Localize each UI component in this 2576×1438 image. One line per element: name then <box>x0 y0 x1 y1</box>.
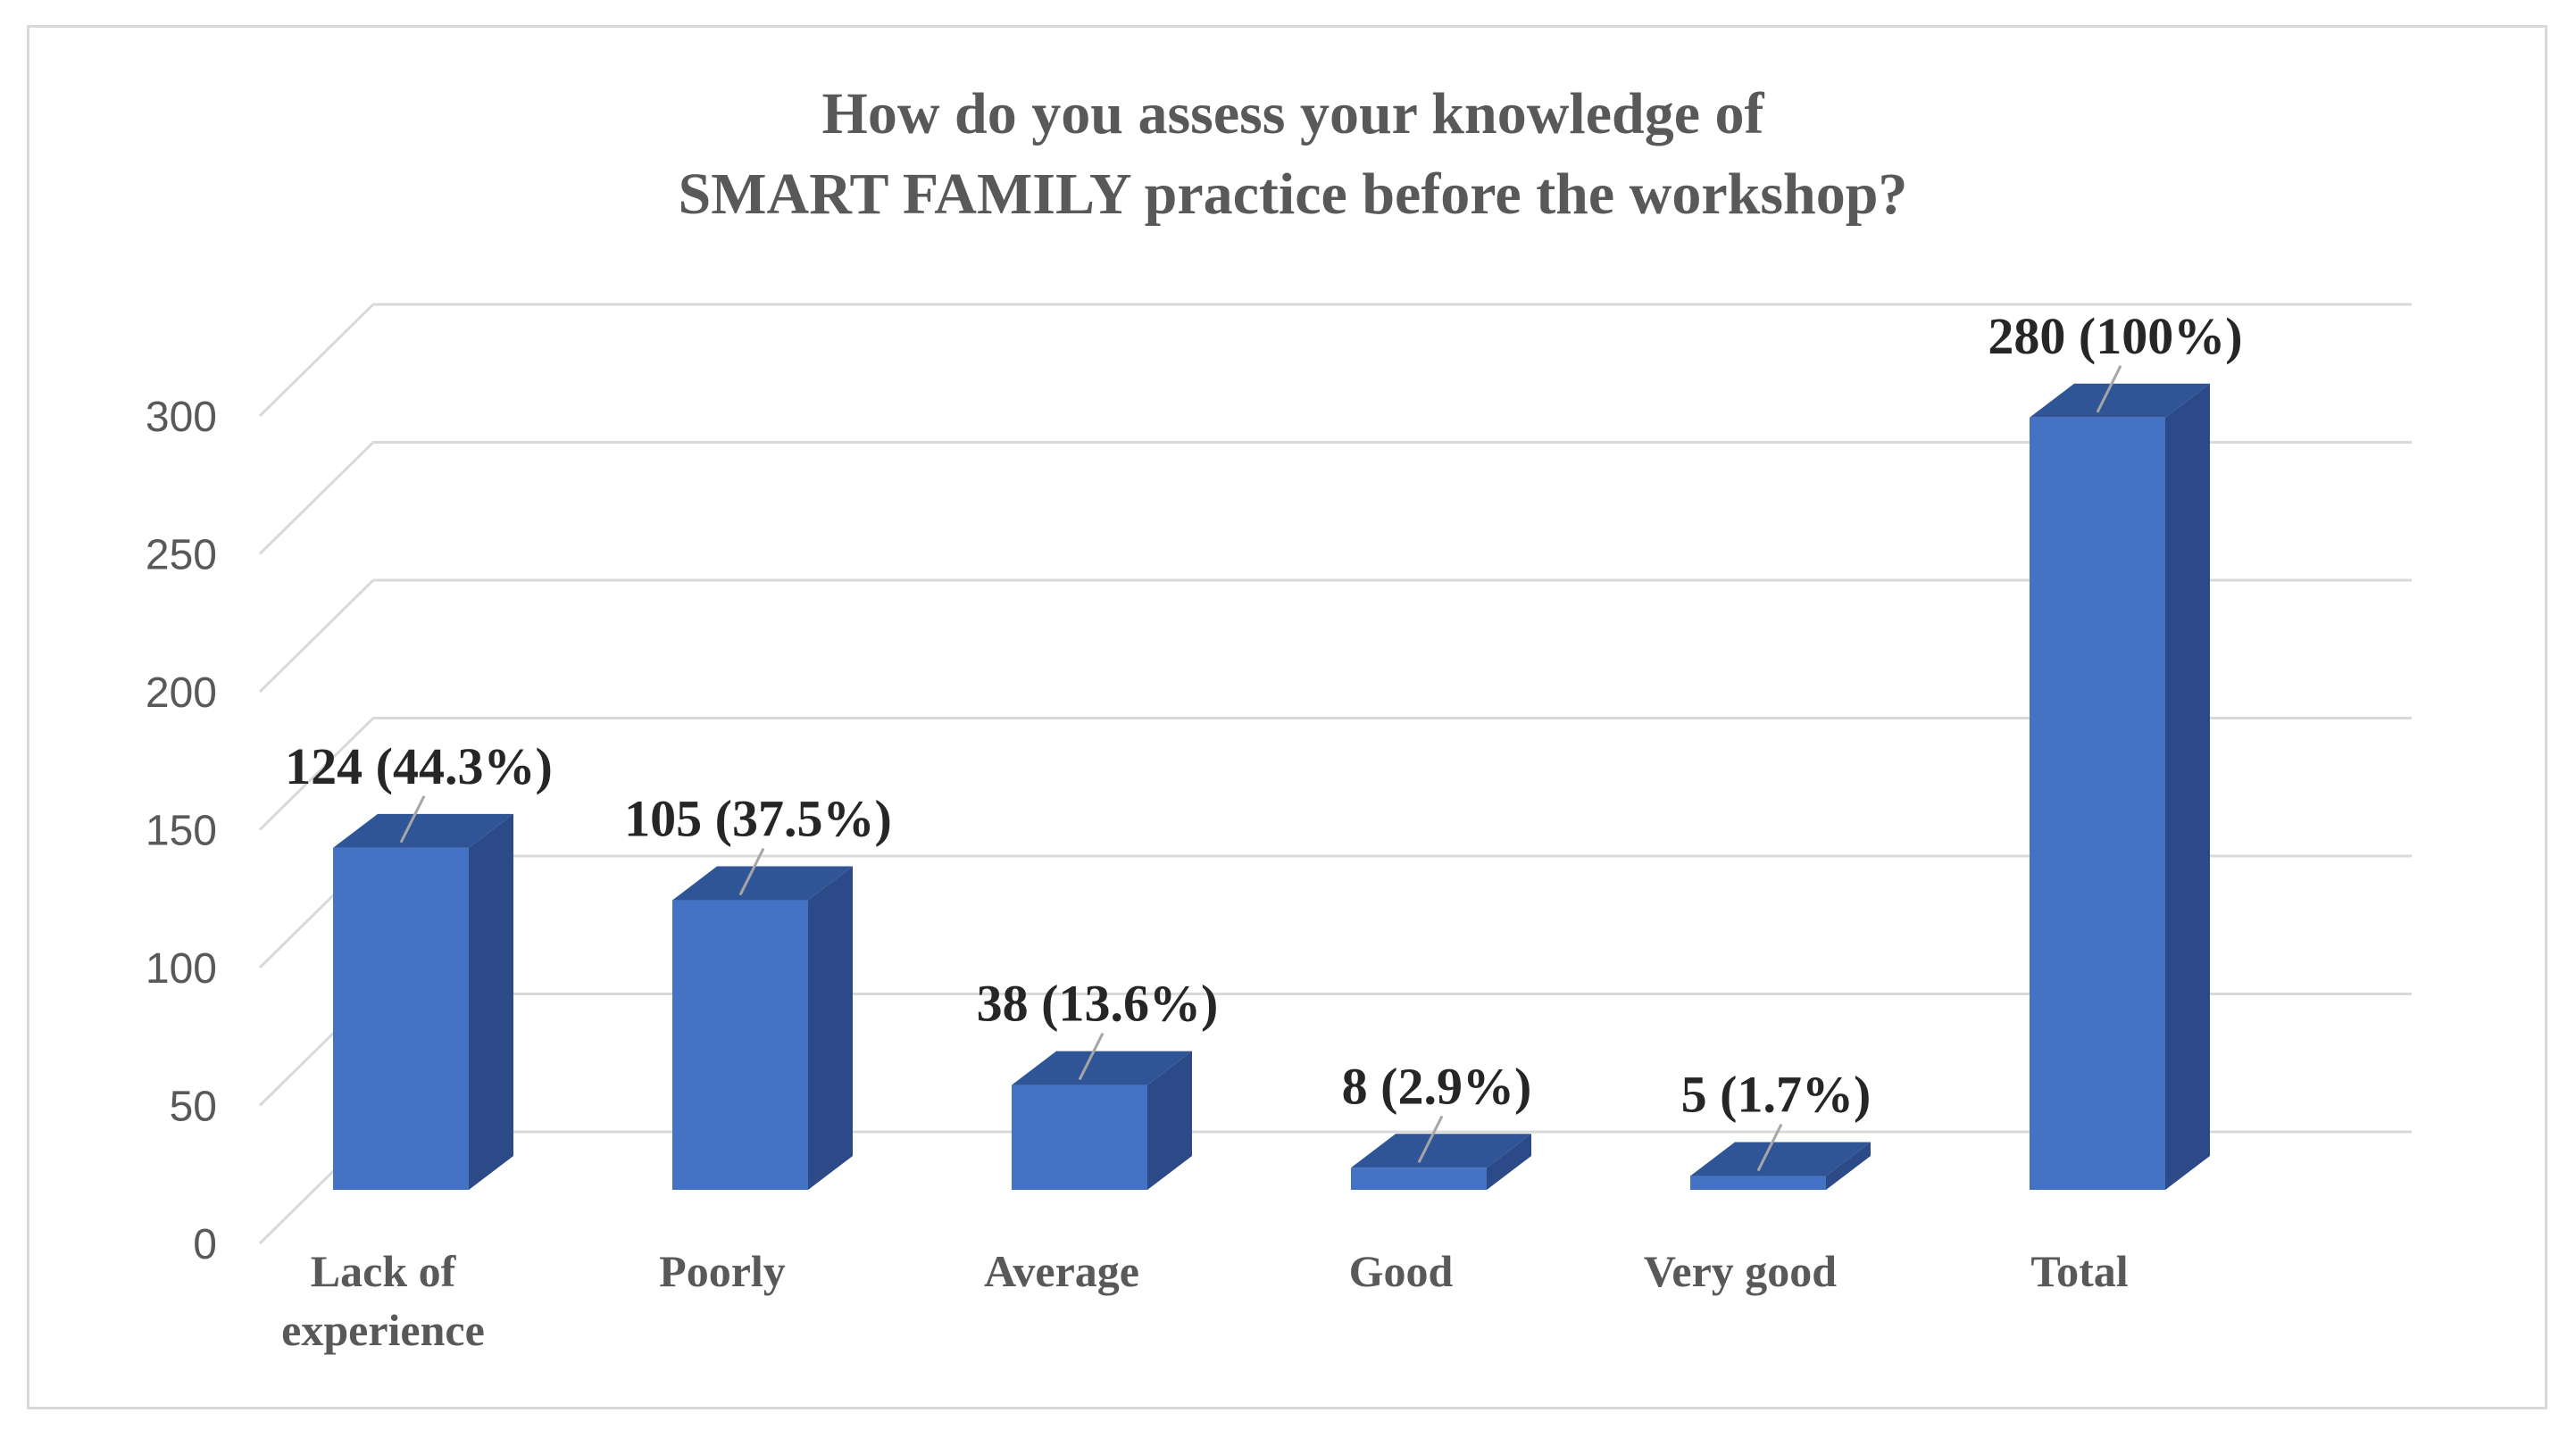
bar <box>1012 1051 1192 1190</box>
data-label: 38 (13.6%) <box>977 975 1219 1033</box>
gridline-depth <box>258 303 375 418</box>
category-label: Average <box>984 1246 1139 1296</box>
data-labels: 124 (44.3%) 105 (37.5%) 38 (13.6%) 8 (2.9%)… <box>285 307 2243 1172</box>
category-label: Good <box>1349 1246 1454 1296</box>
bar <box>333 813 513 1190</box>
label-leader <box>1756 1123 1783 1172</box>
bar-front <box>333 847 469 1190</box>
data-label: 124 (44.3%) <box>285 737 553 795</box>
data-label: 8 (2.9%) <box>1342 1057 1532 1115</box>
bar-side <box>1487 1134 1531 1190</box>
bar-chart: How do you assess your knowledge of SMAR… <box>146 81 2412 1355</box>
bar-top <box>672 866 853 901</box>
bar-top <box>1690 1142 1871 1176</box>
gridline-depth <box>258 441 375 555</box>
bar-top <box>2030 383 2210 418</box>
x-axis-categories: Lack of experience Poorly Average Good Very g… <box>281 1246 2129 1355</box>
bar-top <box>1351 1134 1531 1168</box>
label-leader <box>1078 1032 1105 1081</box>
chart-title-line-2: SMART FAMILY practice before the worksho… <box>679 162 1908 227</box>
bar-side <box>1147 1051 1192 1190</box>
bar-front <box>1012 1085 1147 1190</box>
bar-side <box>808 866 853 1190</box>
chart-title: How do you assess your knowledge of SMAR… <box>679 81 1908 227</box>
category-label: Total <box>2030 1246 2128 1296</box>
category-label: Very good <box>1644 1246 1837 1296</box>
y-tick-label: 50 <box>170 1084 217 1131</box>
bar-front <box>2030 417 2165 1190</box>
gridline-depth <box>258 578 375 694</box>
bar-front <box>1690 1176 1826 1190</box>
label-leader <box>738 847 765 896</box>
y-axis-ticks: 0 50 100 150 200 250 300 <box>146 394 217 1268</box>
chart-frame: How do you assess your knowledge of SMAR… <box>27 25 2547 1409</box>
bar-side <box>1826 1142 1871 1190</box>
bar-top <box>333 813 513 848</box>
bar <box>2030 383 2210 1190</box>
y-tick-label: 150 <box>146 808 217 855</box>
chart-title-line-1: How do you assess your knowledge of <box>822 81 1765 146</box>
bar-side <box>2165 383 2210 1190</box>
bar-front <box>1351 1168 1487 1190</box>
y-tick-label: 200 <box>146 669 217 717</box>
y-tick-label: 250 <box>146 532 217 579</box>
category-label: Lack of <box>311 1246 457 1296</box>
bar-side <box>469 813 513 1190</box>
bar <box>1690 1142 1871 1190</box>
bar-front <box>672 900 808 1190</box>
data-label: 280 (100%) <box>1988 307 2242 365</box>
data-label: 5 (1.7%) <box>1681 1066 1872 1124</box>
bars <box>333 383 2210 1190</box>
gridline-depth <box>258 717 375 831</box>
label-leader <box>399 795 426 844</box>
y-tick-label: 0 <box>193 1221 217 1268</box>
bar-top <box>1012 1051 1192 1085</box>
category-label: Poorly <box>659 1246 786 1296</box>
bar <box>1351 1134 1531 1190</box>
label-leader <box>2096 365 2122 413</box>
category-label: experience <box>281 1305 485 1355</box>
y-tick-label: 300 <box>146 394 217 441</box>
label-leader <box>1417 1115 1444 1163</box>
bar <box>672 866 853 1190</box>
y-tick-label: 100 <box>146 945 217 993</box>
data-label: 105 (37.5%) <box>624 790 892 848</box>
